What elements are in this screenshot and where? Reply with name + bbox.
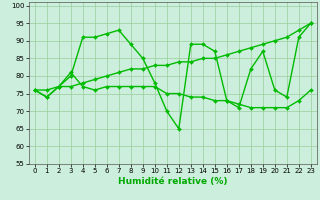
X-axis label: Humidité relative (%): Humidité relative (%) — [118, 177, 228, 186]
